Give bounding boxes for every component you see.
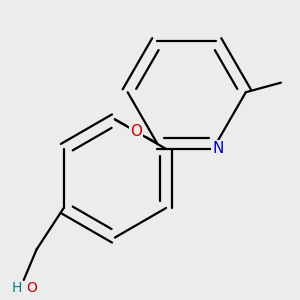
Text: O: O [26,281,37,296]
Text: N: N [212,141,224,156]
Text: O: O [130,124,142,139]
Text: H: H [12,281,22,296]
